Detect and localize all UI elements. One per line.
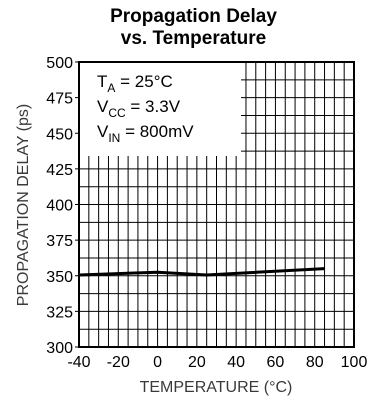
x-tick-label: 40 [227,354,245,371]
annotation-box [79,62,241,156]
chart-title-line2: vs. Temperature [120,28,267,49]
x-tick-label: 60 [267,354,285,371]
y-tick-label: 375 [46,233,73,250]
y-tick-label: 475 [46,91,73,108]
y-tick-label: 400 [46,198,73,215]
x-tick-labels: -40 -20 0 20 40 60 80 100 [67,354,367,371]
series-group [78,267,325,277]
x-tick-label: -40 [67,354,90,371]
x-tick-label: 80 [306,354,324,371]
annotation-vin: VIN = 800mV [97,122,194,145]
x-axis-label: TEMPERATURE (°C) [140,379,293,396]
annotation-vcc: VCC = 3.3V [97,97,181,120]
chart-title: Propagation Delay vs. Temperature [0,6,387,50]
x-tick-label: 100 [341,354,368,371]
x-tick-label: 20 [188,354,206,371]
y-tick-label: 350 [46,269,73,286]
y-tick-label: 300 [46,340,73,357]
x-tick-label: 0 [153,354,162,371]
series-line [78,267,325,277]
x-tick-label: -20 [107,354,130,371]
y-tick-labels: 300 325 350 375 400 425 450 475 500 [46,55,79,357]
y-tick-label: 450 [46,126,73,143]
y-tick-label: 325 [46,304,73,321]
y-axis-label: PROPAGATION DELAY (ps) [15,104,32,306]
y-tick-label: 425 [46,162,73,179]
annotation-ta: TA = 25°C [97,72,173,95]
y-tick-label: 500 [46,55,73,72]
chart-title-line1: Propagation Delay [110,6,277,27]
